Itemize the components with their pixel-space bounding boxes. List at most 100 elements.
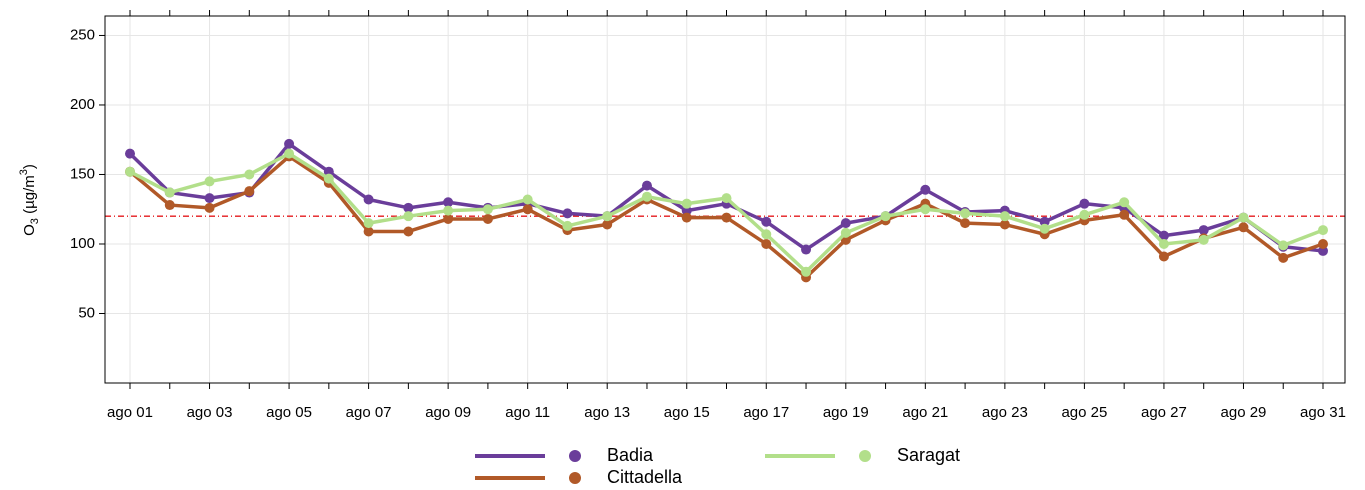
data-point [721, 212, 732, 223]
y-tick-label: 100 [70, 235, 95, 252]
legend-label: Saragat [897, 445, 960, 465]
x-tick-label: ago 11 [505, 404, 550, 421]
legend-dot [569, 450, 581, 462]
data-point [1039, 223, 1050, 234]
data-point [1119, 197, 1130, 208]
y-label-part: (µg/m [21, 175, 38, 218]
data-point [1278, 252, 1289, 263]
y-tick-label: 150 [70, 165, 95, 182]
x-tick-label: ago 29 [1221, 404, 1267, 421]
legend-label: Cittadella [607, 467, 683, 487]
legend-dot [569, 472, 581, 484]
x-tick-label: ago 07 [346, 404, 392, 421]
data-point [1198, 234, 1209, 245]
data-point [761, 238, 772, 249]
data-point [801, 244, 812, 255]
data-point [403, 211, 414, 222]
data-point [1039, 216, 1050, 227]
data-point [801, 266, 812, 277]
data-point [960, 218, 971, 229]
data-point [284, 138, 295, 149]
y-tick-label: 200 [70, 96, 95, 113]
data-point [721, 193, 732, 204]
y-label-part: 3 [29, 218, 41, 224]
data-point [244, 186, 255, 197]
data-point [1119, 209, 1130, 220]
data-point [1158, 251, 1169, 262]
data-point [602, 211, 613, 222]
x-tick-label: ago 23 [982, 404, 1028, 421]
data-point [1158, 238, 1169, 249]
data-point [482, 213, 493, 224]
data-point [1238, 222, 1249, 233]
data-point [641, 191, 652, 202]
data-point [562, 220, 573, 231]
x-tick-label: ago 15 [664, 404, 710, 421]
data-point [562, 208, 573, 219]
data-point [164, 200, 175, 211]
data-point [840, 227, 851, 238]
data-point [204, 202, 215, 213]
data-point [880, 211, 891, 222]
x-tick-label: ago 31 [1300, 404, 1346, 421]
x-tick-label: ago 09 [425, 404, 471, 421]
data-point [1198, 225, 1209, 236]
data-point [761, 229, 772, 240]
x-tick-label: ago 19 [823, 404, 869, 421]
data-point [125, 166, 135, 177]
x-tick-label: ago 25 [1061, 404, 1107, 421]
data-point [443, 205, 454, 216]
data-point [323, 173, 334, 184]
x-tick-label: ago 17 [743, 404, 789, 421]
data-point [681, 198, 692, 209]
data-point [204, 193, 215, 204]
y-label-part: 3 [18, 169, 30, 175]
data-point [1278, 240, 1289, 251]
x-tick-label: ago 27 [1141, 404, 1187, 421]
legend-label: Badia [607, 445, 654, 465]
data-point [482, 204, 493, 215]
x-tick-label: ago 03 [187, 404, 233, 421]
data-point [1318, 245, 1328, 256]
data-point [522, 194, 533, 205]
data-point [164, 187, 175, 198]
data-point [522, 204, 533, 215]
data-point [403, 202, 414, 213]
plot-frame [104, 15, 1346, 384]
data-point [960, 208, 971, 219]
data-point [443, 213, 454, 224]
data-point [323, 166, 334, 177]
data-point [1318, 238, 1328, 249]
data-point [840, 218, 851, 229]
data-point [363, 226, 374, 237]
data-point [681, 212, 692, 223]
data-point [125, 148, 135, 159]
data-point [1079, 209, 1090, 220]
data-point [1318, 225, 1328, 236]
data-point [284, 148, 295, 159]
data-point [363, 194, 374, 205]
data-point [443, 197, 454, 208]
data-point [999, 211, 1010, 222]
data-point [641, 180, 652, 191]
x-tick-label: ago 01 [107, 404, 153, 421]
data-point [920, 184, 931, 195]
y-tick-label: 250 [70, 26, 95, 43]
y-tick-label: 50 [78, 304, 95, 321]
data-point [920, 204, 931, 215]
data-point [761, 216, 772, 227]
y-label-part: O [21, 224, 38, 236]
data-point [1238, 212, 1249, 223]
data-point [1158, 230, 1169, 241]
data-point [204, 176, 215, 187]
y-label-part: ) [21, 164, 38, 169]
data-point [363, 218, 374, 229]
data-point [602, 219, 613, 230]
x-tick-label: ago 13 [584, 404, 630, 421]
legend-dot [859, 450, 871, 462]
data-point [244, 169, 255, 180]
x-tick-label: ago 05 [266, 404, 312, 421]
x-tick-label: ago 21 [902, 404, 948, 421]
data-point [999, 219, 1010, 230]
